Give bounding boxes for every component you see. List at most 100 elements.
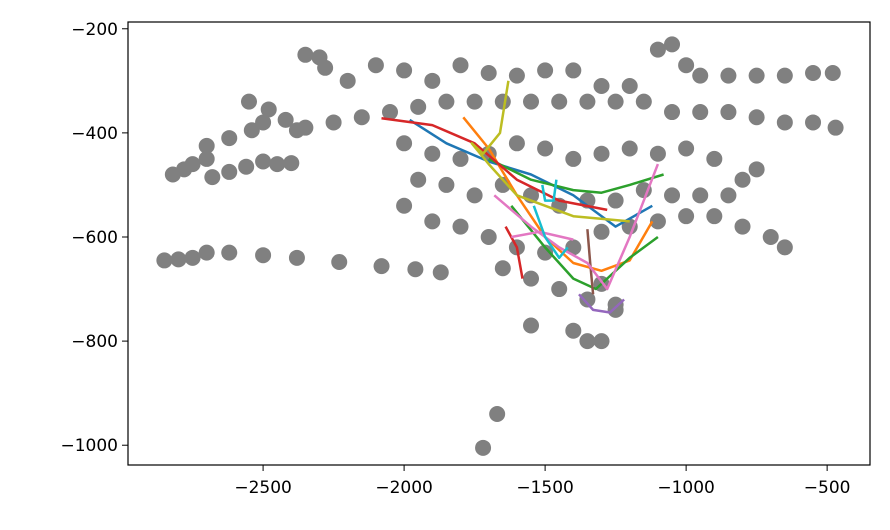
scatter-point — [297, 46, 314, 63]
scatter-point — [649, 145, 666, 162]
x-tick-label: −2500 — [234, 478, 292, 498]
scatter-point — [720, 104, 737, 121]
scatter-point — [635, 182, 652, 199]
scatter-point — [170, 251, 187, 268]
scatter-point — [523, 270, 540, 287]
y-tick-label: −200 — [71, 20, 118, 40]
scatter-point — [593, 223, 610, 240]
scatter-point — [494, 93, 511, 110]
scatter-point — [466, 187, 483, 204]
y-tick-label: −800 — [71, 332, 118, 352]
scatter-point — [396, 62, 413, 79]
y-tick-label: −600 — [71, 228, 118, 248]
line — [586, 229, 595, 295]
y-tick-label: −400 — [71, 124, 118, 144]
scatter-point — [432, 264, 449, 281]
scatter-point — [238, 158, 255, 175]
line — [381, 117, 608, 212]
scatter-point — [621, 78, 638, 95]
scatter-point — [692, 104, 709, 121]
scatter-point — [621, 218, 638, 235]
line — [409, 118, 653, 228]
scatter-point — [593, 333, 610, 350]
scatter-point — [367, 57, 384, 74]
scatter-point — [452, 218, 469, 235]
scatter-point — [692, 67, 709, 84]
scatter-point — [452, 57, 469, 74]
scatter-point — [407, 261, 424, 278]
scatter-point — [678, 57, 695, 74]
scatter-point — [748, 109, 765, 126]
y-tick-label: −1000 — [60, 436, 118, 456]
scatter-point — [579, 333, 596, 350]
scatter-point — [621, 140, 638, 157]
scatter-point — [776, 239, 793, 256]
scatter-point — [805, 65, 822, 82]
scatter-point — [480, 65, 497, 82]
x-tick-label: −2000 — [375, 478, 433, 498]
scatter-point — [692, 187, 709, 204]
x-tick-label: −500 — [804, 478, 851, 498]
scatter-point — [198, 244, 215, 261]
scatter-point — [565, 322, 582, 339]
scatter-point — [325, 114, 342, 131]
scatter-point — [204, 169, 221, 186]
scatter-point — [288, 249, 305, 266]
x-tick-label: −1000 — [657, 478, 715, 498]
scatter-point — [748, 161, 765, 178]
scatter-point — [508, 67, 525, 84]
scatter-point — [551, 281, 568, 298]
scatter-point — [776, 114, 793, 131]
scatter-point — [240, 93, 257, 110]
line — [578, 293, 625, 314]
scatter-point — [353, 109, 370, 126]
line — [470, 80, 630, 223]
scatter-point — [221, 130, 238, 147]
line — [493, 163, 660, 291]
scatter-point — [664, 36, 681, 53]
scatter-point — [475, 439, 492, 456]
line — [510, 205, 659, 291]
scatter-point — [331, 253, 348, 270]
scatter-point — [438, 176, 455, 193]
scatter-point — [607, 93, 624, 110]
scatter-point — [452, 150, 469, 167]
scatter-point — [523, 93, 540, 110]
scatter-point — [537, 244, 554, 261]
scatter-point — [410, 171, 427, 188]
scatter-point — [489, 405, 506, 422]
scatter-point — [565, 239, 582, 256]
scatter-point — [373, 258, 390, 275]
line — [511, 230, 574, 241]
scatter-point — [381, 104, 398, 121]
scatter-point — [537, 140, 554, 157]
axes-frame — [127, 21, 871, 466]
scatter-point — [277, 111, 294, 128]
scatter-point — [438, 93, 455, 110]
scatter-point — [593, 145, 610, 162]
scatter-point — [805, 114, 822, 131]
scatter-point — [607, 192, 624, 209]
scatter-point — [198, 137, 215, 154]
scatter-point — [664, 104, 681, 121]
marks — [156, 36, 844, 456]
scatter-point — [269, 156, 286, 173]
scatter-point — [396, 135, 413, 152]
scatter-point — [221, 163, 238, 180]
scatter-point — [523, 317, 540, 334]
line — [532, 205, 569, 260]
scatter-point — [243, 122, 260, 139]
scatter-point — [678, 140, 695, 157]
scatter-point — [579, 291, 596, 308]
scatter-point — [156, 252, 173, 269]
scatter-point — [776, 67, 793, 84]
scatter-point — [734, 218, 751, 235]
scatter-point — [297, 119, 314, 136]
scatter-point — [824, 65, 841, 82]
scatter-point — [649, 213, 666, 230]
scatter-point — [283, 155, 300, 172]
plot-area — [128, 22, 870, 465]
scatter-point — [537, 62, 554, 79]
scatter-point — [221, 244, 238, 261]
